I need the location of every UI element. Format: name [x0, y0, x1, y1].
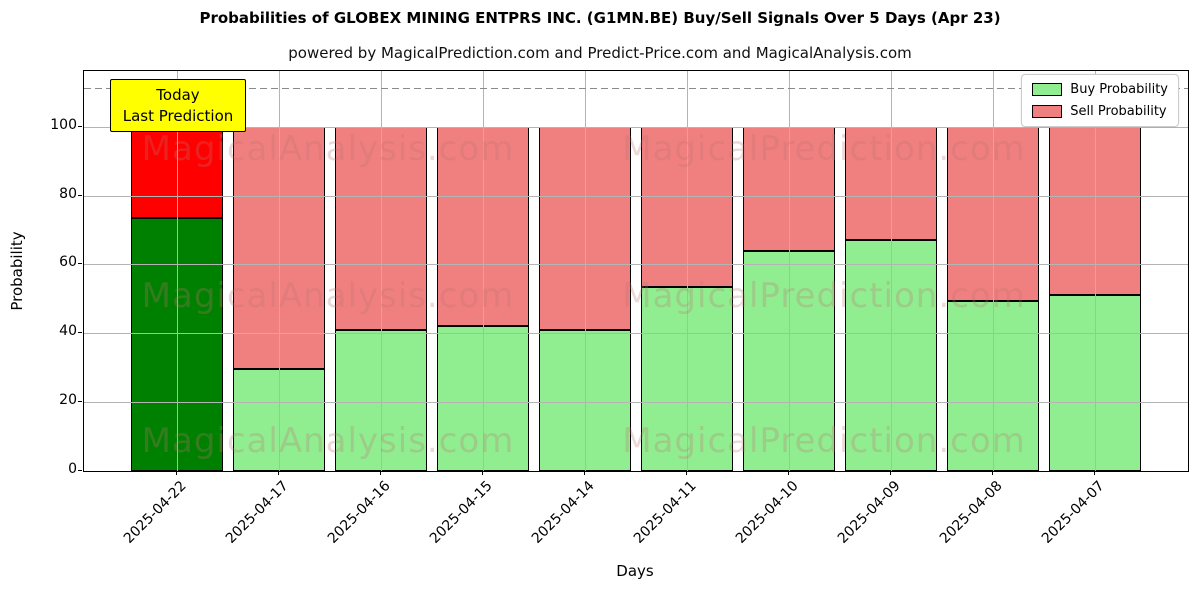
x-tick-mark [482, 471, 483, 475]
x-tick-mark [788, 471, 789, 475]
x-tick-label: 2025-04-15 [426, 478, 495, 547]
x-tick-mark [380, 471, 381, 475]
legend-label-buy: Buy Probability [1070, 82, 1168, 97]
plot-area: MagicalAnalysis.comMagicalPrediction.com… [83, 70, 1189, 472]
v-gridline [483, 71, 484, 471]
legend: Buy Probability Sell Probability [1021, 74, 1179, 127]
x-tick-mark [278, 471, 279, 475]
x-tick-mark [584, 471, 585, 475]
y-axis-label: Probability [8, 211, 26, 331]
bars-container [84, 71, 1188, 471]
x-tick-label: 2025-04-22 [120, 478, 189, 547]
chart-title: Probabilities of GLOBEX MINING ENTPRS IN… [0, 9, 1200, 27]
chart-subtitle: powered by MagicalPrediction.com and Pre… [0, 44, 1200, 62]
v-gridline [279, 71, 280, 471]
x-tick-label: 2025-04-14 [528, 478, 597, 547]
v-gridline [1095, 71, 1096, 471]
y-tick-mark [78, 401, 82, 402]
y-tick-label: 40 [37, 323, 77, 339]
x-tick-label: 2025-04-10 [732, 478, 801, 547]
legend-label-sell: Sell Probability [1070, 104, 1166, 119]
today-annotation-line2: Last Prediction [123, 106, 234, 126]
h-gridline [84, 333, 1188, 334]
y-tick-label: 20 [37, 392, 77, 408]
x-tick-label: 2025-04-09 [834, 478, 903, 547]
x-tick-label: 2025-04-16 [324, 478, 393, 547]
y-tick-mark [78, 126, 82, 127]
buy-swatch-icon [1032, 83, 1062, 96]
x-axis-label: Days [0, 562, 1200, 580]
h-gridline [84, 402, 1188, 403]
today-annotation-line1: Today [156, 85, 199, 105]
x-tick-mark [176, 471, 177, 475]
h-gridline [84, 196, 1188, 197]
v-gridline [993, 71, 994, 471]
y-tick-label: 0 [37, 461, 77, 477]
x-tick-mark [890, 471, 891, 475]
legend-item-sell: Sell Probability [1032, 104, 1168, 119]
y-tick-mark [78, 195, 82, 196]
today-annotation: Today Last Prediction [110, 79, 246, 132]
v-gridline [687, 71, 688, 471]
v-gridline [789, 71, 790, 471]
y-tick-mark [78, 263, 82, 264]
x-tick-label: 2025-04-07 [1038, 478, 1107, 547]
x-tick-label: 2025-04-17 [222, 478, 291, 547]
v-gridline [381, 71, 382, 471]
x-tick-mark [1094, 471, 1095, 475]
legend-item-buy: Buy Probability [1032, 82, 1168, 97]
y-tick-label: 60 [37, 254, 77, 270]
y-tick-mark [78, 470, 82, 471]
x-tick-label: 2025-04-08 [936, 478, 1005, 547]
v-gridline [891, 71, 892, 471]
x-tick-label: 2025-04-11 [630, 478, 699, 547]
chart-figure: Probabilities of GLOBEX MINING ENTPRS IN… [0, 0, 1200, 600]
v-gridline [585, 71, 586, 471]
h-gridline [84, 264, 1188, 265]
x-tick-mark [992, 471, 993, 475]
y-tick-label: 100 [37, 117, 77, 133]
x-tick-mark [686, 471, 687, 475]
y-tick-mark [78, 332, 82, 333]
h-gridline [84, 127, 1188, 128]
sell-swatch-icon [1032, 105, 1062, 118]
y-tick-label: 80 [37, 186, 77, 202]
